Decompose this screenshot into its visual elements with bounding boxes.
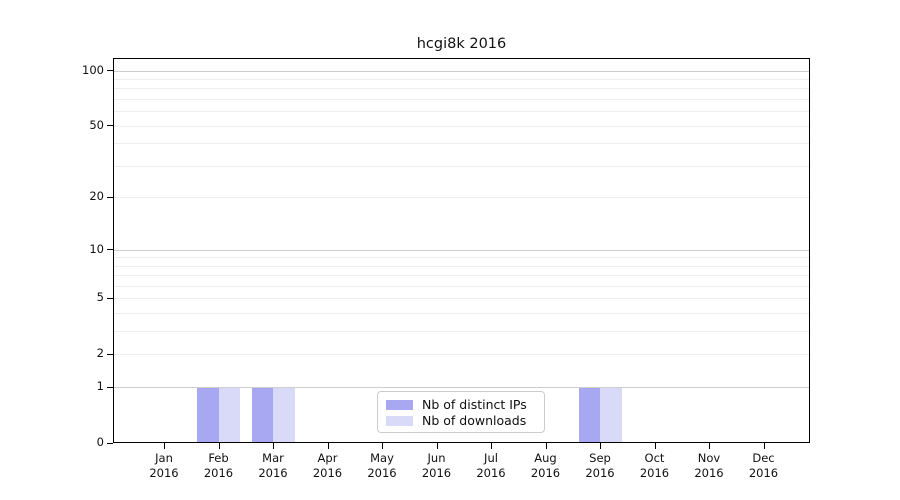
y-tick-label: 0: [96, 435, 104, 449]
bar-downloads: [218, 388, 240, 442]
gridline-minor: [114, 286, 809, 287]
gridline-major: [114, 387, 809, 389]
gridline-major: [114, 249, 809, 251]
y-tick-mark: [107, 70, 113, 72]
legend: Nb of distinct IPs Nb of downloads: [377, 391, 545, 433]
x-tick-mark: [382, 443, 383, 449]
y-tick-mark: [107, 196, 113, 198]
gridline-minor: [114, 111, 809, 113]
x-tick-label: Sep 2016: [585, 451, 615, 480]
y-tick-label: 10: [89, 241, 104, 256]
legend-label-downloads: Nb of downloads: [422, 413, 527, 428]
y-tick-mark: [107, 442, 113, 444]
gridline-minor: [114, 99, 809, 100]
bar-distinct-ips: [251, 388, 273, 442]
y-tick-label: 100: [82, 62, 104, 77]
gridline-minor: [114, 298, 809, 300]
y-tick-mark: [107, 297, 113, 299]
y-tick-mark: [107, 249, 113, 250]
bar-downloads: [273, 388, 295, 442]
y-tick-label: 2: [96, 346, 104, 361]
x-tick-label: Nov 2016: [694, 451, 724, 480]
y-tick-mark: [107, 353, 113, 355]
chart-title: hcgi8k 2016: [416, 36, 507, 52]
x-tick-label: Apr 2016: [312, 451, 343, 480]
x-tick-mark: [218, 443, 220, 449]
gridline-minor: [114, 257, 809, 259]
bar-downloads: [600, 388, 622, 442]
legend-entry-distinct-ips: Nb of distinct IPs: [386, 397, 536, 412]
y-tick-label: 50: [89, 117, 104, 132]
x-tick-mark: [654, 443, 656, 449]
x-tick-mark: [436, 443, 438, 449]
legend-entry-downloads: Nb of downloads: [386, 413, 536, 428]
gridline-minor: [114, 165, 809, 167]
x-tick-label: Oct 2016: [639, 451, 670, 480]
gridline-minor: [114, 143, 809, 145]
x-tick-mark: [164, 443, 165, 449]
gridline-minor: [114, 88, 809, 90]
legend-label-distinct-ips: Nb of distinct IPs: [422, 397, 527, 412]
x-tick-label: Dec 2016: [748, 451, 779, 480]
x-tick-mark: [709, 443, 710, 449]
y-tick-mark: [107, 125, 113, 127]
gridline-minor: [114, 354, 809, 356]
legend-swatch-distinct-ips: [386, 399, 413, 410]
x-tick-label: Jun 2016: [421, 451, 452, 480]
legend-swatch-downloads: [386, 415, 413, 426]
y-tick-mark: [107, 386, 113, 388]
y-tick-label: 1: [96, 379, 104, 394]
y-tick-label: 5: [96, 290, 104, 305]
gridline-major: [114, 70, 809, 72]
gridline-minor: [114, 331, 809, 333]
x-tick-label: Jan 2016: [149, 451, 179, 480]
y-tick-label: 20: [89, 189, 104, 204]
x-tick-label: Feb 2016: [203, 451, 234, 480]
x-tick-label: May 2016: [367, 451, 397, 480]
gridline-minor: [114, 79, 809, 80]
gridline-minor: [114, 275, 809, 277]
gridline-minor: [114, 313, 809, 315]
gridline-minor: [114, 125, 809, 127]
bar-distinct-ips: [197, 388, 219, 442]
x-tick-label: Aug 2016: [530, 451, 561, 480]
x-tick-label: Jul 2016: [476, 451, 506, 480]
x-tick-label: Mar 2016: [258, 451, 288, 480]
x-tick-mark: [327, 443, 329, 449]
x-tick-mark: [763, 443, 765, 449]
x-tick-mark: [491, 443, 492, 449]
bar-distinct-ips: [578, 388, 600, 442]
x-tick-mark: [600, 443, 601, 449]
gridline-minor: [114, 197, 809, 199]
gridline-minor: [114, 265, 809, 267]
x-tick-mark: [273, 443, 274, 449]
plot-area: [113, 58, 810, 443]
x-tick-mark: [545, 443, 547, 449]
